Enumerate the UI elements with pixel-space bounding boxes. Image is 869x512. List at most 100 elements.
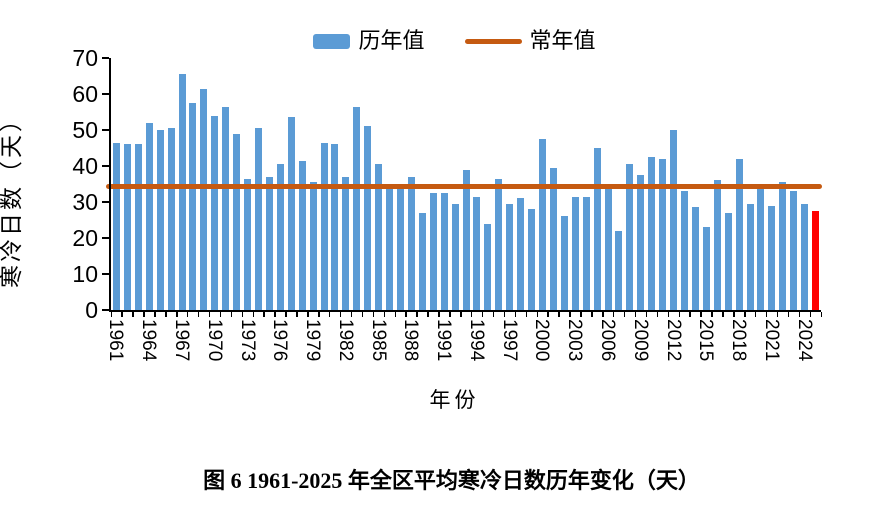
bar-2017 (724, 212, 732, 310)
x-tick (667, 312, 670, 317)
legend-label-normal: 常年值 (529, 28, 596, 53)
x-tick-label-1985: 1985 (367, 319, 389, 362)
x-tick-label-1973: 1973 (236, 319, 258, 362)
x-axis-line (109, 310, 821, 312)
bar-1982 (342, 176, 350, 310)
x-tick-label-1976: 1976 (269, 319, 291, 362)
x-tick (252, 312, 254, 317)
normal-value-line (106, 183, 822, 189)
bar-1972 (233, 133, 241, 310)
x-tick (580, 312, 582, 317)
bar-1997 (506, 203, 514, 310)
x-tick-label-1970: 1970 (203, 319, 225, 362)
bar-1965 (156, 130, 164, 310)
bar-2000 (538, 139, 546, 310)
x-tick-label-1994: 1994 (465, 319, 487, 362)
x-tick (525, 312, 528, 317)
bar-2002 (560, 216, 568, 310)
x-tick (798, 312, 801, 317)
x-tick-label-1982: 1982 (334, 319, 356, 362)
x-axis-title: 年份 (429, 388, 480, 412)
bar-1985 (375, 164, 383, 310)
bar-2003 (571, 196, 579, 310)
x-tick (765, 312, 768, 317)
x-tick (350, 312, 353, 317)
y-tick-40 (102, 165, 109, 167)
x-tick (263, 312, 265, 317)
bar-2019 (746, 203, 754, 310)
bar-1990 (429, 193, 437, 310)
bar-2006 (604, 189, 612, 310)
x-tick (143, 312, 145, 317)
x-tick (230, 312, 233, 317)
x-tick (427, 312, 429, 317)
bar-1961 (112, 142, 120, 310)
bar-1974 (254, 128, 262, 310)
x-tick (591, 312, 593, 317)
bar-chart: 0 10 20 30 40 50 60 70 1961 1964 1967 1970 1973 1976 1… (72, 46, 822, 362)
bar-2011 (659, 158, 667, 310)
bar-2021 (768, 205, 776, 310)
x-tick (274, 312, 276, 317)
x-tick (514, 312, 517, 317)
bar-1975 (265, 176, 273, 310)
x-tick (623, 312, 626, 317)
bar-1987 (396, 184, 404, 310)
x-tick (132, 312, 134, 317)
bar-1994 (473, 196, 481, 310)
x-tick (700, 312, 702, 317)
bar-1983 (353, 106, 361, 310)
bar-1969 (200, 88, 208, 310)
bar-2010 (648, 157, 656, 310)
bar-1998 (517, 198, 525, 310)
x-tick (612, 312, 615, 317)
bar-1976 (276, 164, 284, 310)
x-tick (656, 312, 659, 317)
bar-2022 (779, 182, 787, 310)
y-tick-0 (102, 309, 109, 311)
bar-1967 (178, 74, 186, 310)
legend-item-normal: 常年值 (464, 28, 596, 53)
bar-2004 (582, 196, 590, 310)
x-tick (438, 312, 440, 317)
x-tick-label-1988: 1988 (400, 319, 422, 362)
x-tick (339, 312, 342, 317)
x-tick (197, 312, 200, 317)
x-tick (634, 312, 637, 317)
x-tick (645, 312, 648, 317)
x-tick (733, 312, 735, 317)
x-tick (689, 312, 691, 317)
x-tick-label-1997: 1997 (498, 319, 520, 362)
bar-1995 (484, 223, 492, 310)
x-tick-label-2021: 2021 (760, 319, 782, 362)
bar-1980 (320, 142, 328, 310)
x-tick (318, 312, 320, 317)
x-tick (809, 312, 812, 317)
bar-1977 (287, 117, 295, 310)
x-tick-label-1964: 1964 (138, 319, 160, 362)
bar-2013 (680, 191, 688, 310)
bar-2012 (670, 130, 678, 310)
bar-1989 (418, 212, 426, 310)
bar-1999 (528, 209, 536, 310)
x-tick (165, 312, 167, 317)
x-tick (186, 312, 189, 317)
bar-1963 (134, 144, 142, 310)
historical-bar-swatch-icon (313, 33, 351, 49)
bar-2007 (615, 230, 623, 310)
x-tick (219, 312, 222, 317)
y-tick-label-20: 20 (72, 224, 98, 251)
x-tick-label-1967: 1967 (171, 319, 192, 362)
x-tick (602, 312, 604, 317)
bar-2023 (790, 191, 798, 310)
x-tick (470, 312, 473, 317)
x-tick-label-2003: 2003 (564, 319, 586, 362)
bar-2016 (713, 180, 721, 310)
x-tick (536, 312, 538, 317)
x-tick-label-1979: 1979 (302, 319, 324, 362)
y-tick-70 (102, 57, 109, 59)
bar-2005 (593, 148, 601, 310)
bar-2020 (757, 187, 765, 310)
x-tick (754, 312, 757, 317)
bar-2008 (626, 164, 634, 310)
